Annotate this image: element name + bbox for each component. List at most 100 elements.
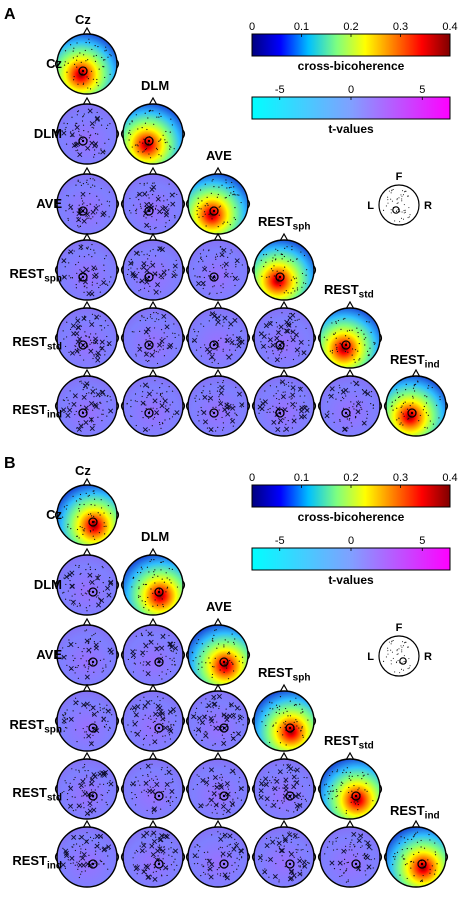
seed-electrode-marker [275,340,285,350]
row-label: RESTsph [9,717,62,736]
panel-a-graphics: 0 0.1 0.2 0.3 0.4 cross-bicoherence -5 0 5 t-valu… [54,21,458,437]
difference-topomap [54,617,120,686]
difference-topomap [54,751,120,820]
seed-electrode-marker [219,657,229,667]
seed-electrode-marker [209,340,219,350]
row-label: DLM [33,126,62,141]
colorbar-tick-label: 5 [419,84,425,96]
seed-electrode-marker [209,206,219,216]
difference-topomap [251,368,317,437]
diagonal-topomap [185,617,251,686]
column-label: AVE [206,599,232,614]
colorbar-tick-label: 0.2 [343,472,358,484]
seed-electrode-marker [88,859,98,869]
row-label: AVE [36,196,62,211]
difference-topomap [54,232,120,301]
colorbar-tick-label: 0 [348,535,354,547]
difference-topomap [185,751,251,820]
t-values-colorbar: -5 0 5 t-values [251,535,451,587]
colorbar-tick-label: -5 [275,84,285,96]
colorbar-tick-label: 0.3 [393,21,408,33]
row-label: RESTsph [9,266,62,285]
seed-electrode-marker [78,340,88,350]
colorbar-tick-label: 0 [249,472,255,484]
panel-b: B 0 0.1 0.2 0.3 0.4 cross-bicoherence -5 0 5 t-va… [0,451,462,902]
difference-topomap [317,819,383,888]
seed-electrode-marker [351,859,361,869]
diagonal-topomap [54,26,120,95]
seed-electrode-marker [275,408,285,418]
column-label: RESTstd [324,733,374,752]
seed-electrode-marker [144,136,154,146]
diagonal-topomap [383,819,449,888]
difference-topomap [120,232,186,301]
seed-electrode-marker [341,340,351,350]
difference-topomap [120,683,186,752]
seed-electrode-marker [285,723,295,733]
difference-topomap [317,368,383,437]
difference-topomap [185,232,251,301]
diagonal-topomap [120,96,186,165]
colorbar-tick-label: 0.4 [442,21,457,33]
row-label: DLM [33,577,62,592]
seed-electrode-marker [78,408,88,418]
diagonal-topomap [317,751,383,820]
seed-electrode-marker [285,859,295,869]
difference-topomap [251,300,317,369]
seed-electrode-marker [144,272,154,282]
column-label: DLM [141,529,170,544]
row-label: AVE [36,647,62,662]
difference-topomap [185,368,251,437]
column-label: RESTind [390,803,440,822]
seed-electrode-marker [219,723,229,733]
seed-electrode-marker [154,859,164,869]
t-values-colorbar: -5 0 5 t-values [251,84,451,136]
seed-electrode-marker [154,723,164,733]
row-label: RESTstd [12,334,62,353]
diagonal-topomap [383,368,449,437]
seed-electrode-marker [154,791,164,801]
difference-topomap [54,683,120,752]
panel-letter-a: A [4,6,16,23]
difference-topomap [54,300,120,369]
difference-topomap [120,368,186,437]
colorbar-tick-label: 5 [419,535,425,547]
row-label: Cz [46,507,62,522]
legend-right-label: R [424,200,432,212]
column-label: Cz [75,463,91,478]
colorbar-tick-label: 0.3 [393,472,408,484]
difference-topomap [185,819,251,888]
orientation-legend: F L R [367,171,432,226]
seed-electrode-marker [78,206,88,216]
colorbar-tick-label: -5 [275,535,285,547]
diagonal-topomap [54,477,120,546]
legend-left-label: L [367,651,374,663]
seed-electrode-marker [78,136,88,146]
difference-topomap [54,547,120,616]
seed-electrode-marker [78,66,88,76]
cross-bicoherence-colorbar-label: cross-bicoherence [298,510,405,524]
diagonal-topomap [251,683,317,752]
row-label: RESTstd [12,785,62,804]
cross-bicoherence-colorbar: 0 0.1 0.2 0.3 0.4 cross-bicoherence [249,472,458,524]
seed-electrode-marker [341,408,351,418]
seed-electrode-marker [144,408,154,418]
seed-electrode-marker [275,272,285,282]
seed-electrode-marker [78,272,88,282]
seed-electrode-marker [88,723,98,733]
seed-electrode-marker [88,517,98,527]
diagonal-topomap [251,232,317,301]
colorbar-tick-label: 0.1 [294,21,309,33]
difference-topomap [120,166,186,235]
seed-electrode-marker [417,859,427,869]
panel-b-graphics: 0 0.1 0.2 0.3 0.4 cross-bicoherence -5 0 5 t-valu… [54,472,458,888]
difference-topomap [120,751,186,820]
colorbar-tick-label: 0.2 [343,21,358,33]
column-label: RESTsph [258,214,311,233]
seed-electrode-marker [285,791,295,801]
seed-electrode-marker [88,791,98,801]
column-label: Cz [75,12,91,27]
legend-right-label: R [424,651,432,663]
seed-electrode-marker [219,791,229,801]
column-label: RESTsph [258,665,311,684]
